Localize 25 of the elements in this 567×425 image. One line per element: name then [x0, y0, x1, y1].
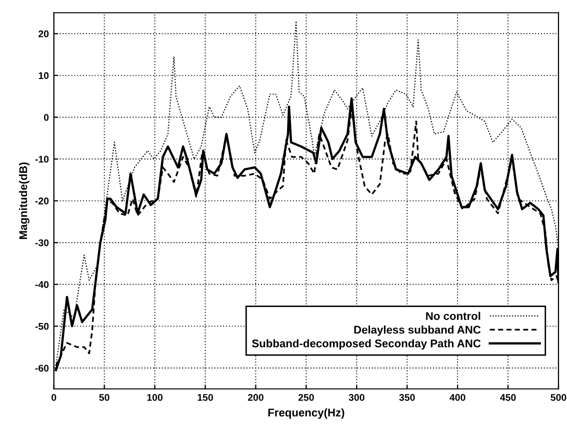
legend-label: No control: [426, 312, 480, 320]
x-tick-label: 150: [198, 394, 213, 401]
x-tick-label: 450: [500, 394, 516, 401]
x-tick-label: 300: [348, 394, 364, 401]
y-tick-label: -50: [35, 322, 49, 330]
x-tick-label: 500: [550, 394, 566, 401]
legend-label: Subband-decomposed Seconday Path ANC: [252, 339, 481, 350]
y-tick-label: -40: [35, 281, 49, 288]
y-tick-label: 0: [44, 114, 49, 121]
y-tick-label: -60: [35, 364, 49, 372]
y-axis-title: Magnitude(dB): [18, 162, 30, 239]
x-tick-label: 50: [99, 394, 110, 401]
y-tick-label: -30: [35, 239, 49, 246]
x-axis-title: Frequency(Hz): [268, 408, 344, 419]
y-tick-label: -20: [35, 198, 49, 204]
x-tick-label: 400: [450, 394, 466, 401]
x-tick-label: 0: [52, 394, 56, 401]
legend-label: Delayless subband ANC: [354, 326, 481, 336]
x-tick-label: 200: [248, 394, 264, 401]
y-tick-label: -10: [35, 156, 49, 163]
x-tick-label: 250: [298, 394, 314, 401]
x-tick-label: 100: [147, 394, 163, 401]
x-tick-label: 350: [399, 394, 415, 401]
y-tick-label: 20: [38, 30, 49, 38]
y-tick-label: 10: [38, 72, 49, 80]
